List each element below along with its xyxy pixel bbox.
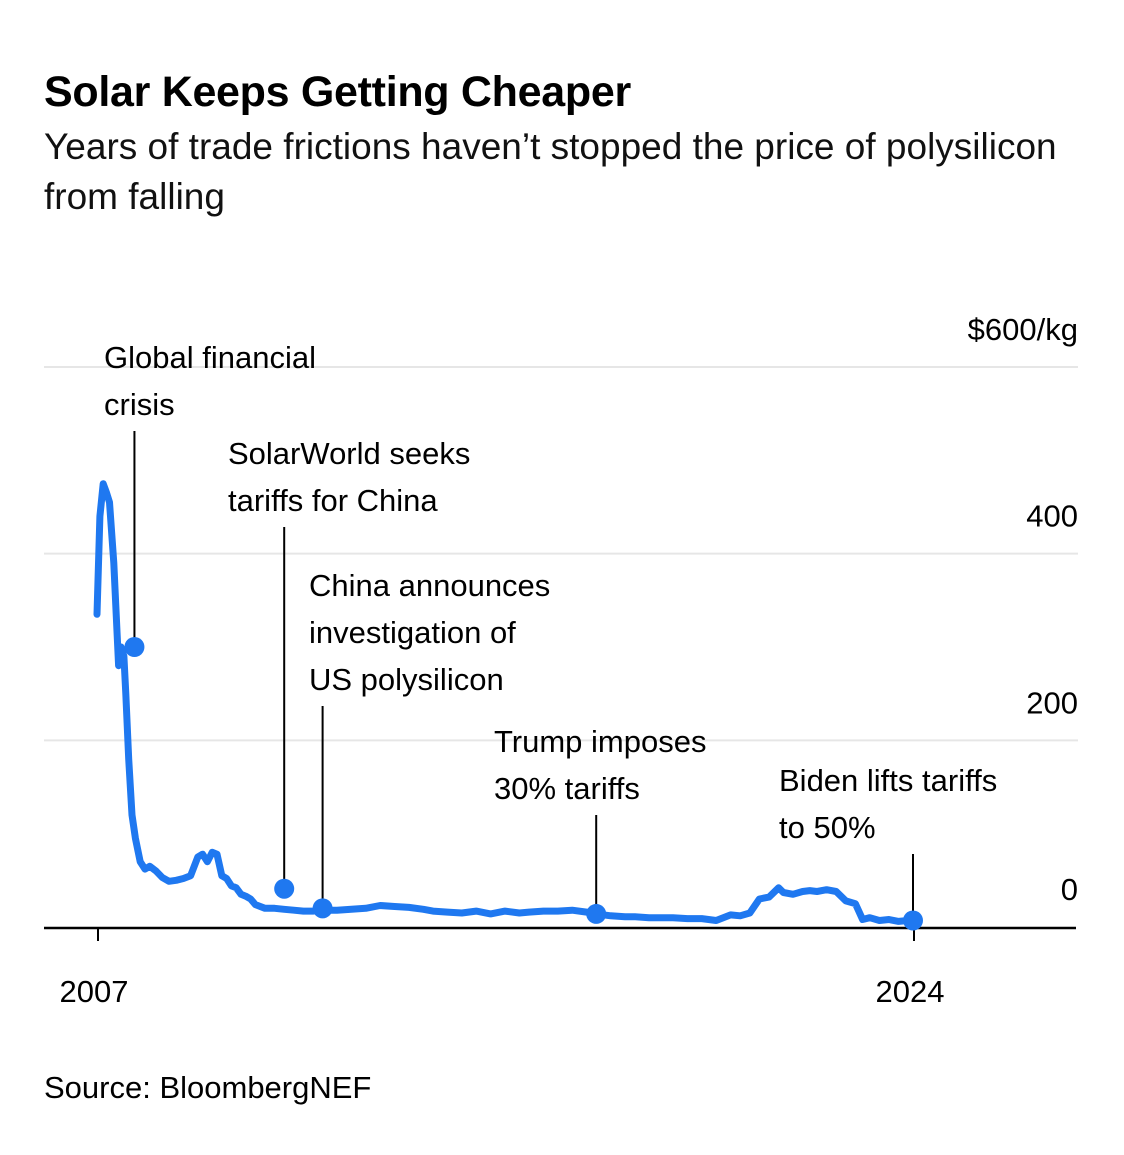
event-markers	[124, 637, 923, 931]
annotation-biden-lifts-tariffs: Biden lifts tariffs to 50%	[779, 763, 997, 845]
y-axis-labels: 0 200 400 $600/kg	[968, 312, 1078, 907]
y-tick-label-600: $600/kg	[968, 312, 1078, 347]
series-layer	[93, 480, 917, 925]
y-tick-label-200: 200	[1026, 685, 1078, 720]
annotation-solarworld-seeks: SolarWorld seeks tariffs for China	[228, 436, 470, 518]
annotation-global-financial: Global financial crisis	[104, 340, 316, 422]
annotation-line: crisis	[104, 387, 175, 422]
chart-title: Solar Keeps Getting Cheaper	[44, 68, 631, 116]
x-axis	[44, 926, 1076, 941]
annotation-leaders	[133, 431, 914, 921]
annotation-labels: Global financial crisis SolarWorld seeks ta…	[104, 340, 997, 845]
marker-biden-lifts-tariffs	[903, 910, 923, 931]
series-line-0	[93, 480, 917, 925]
annotation-line: tariffs for China	[228, 483, 438, 518]
x-tick-label-2024: 2024	[876, 974, 945, 1009]
annotation-line: to 50%	[779, 810, 876, 845]
marker-solarworld-seeks	[274, 878, 295, 899]
source-note: Source: BloombergNEF	[44, 1070, 372, 1105]
annotation-trump-imposes: Trump imposes 30% tariffs	[494, 724, 706, 806]
annotation-line: Biden lifts tariffs	[779, 763, 997, 798]
x-axis-labels: 2007 2024	[60, 974, 945, 1009]
y-tick-label-0: 0	[1061, 872, 1078, 907]
annotation-line: China announces	[309, 568, 550, 603]
annotation-line: Global financial	[104, 340, 316, 375]
x-tick-label-2007: 2007	[60, 974, 129, 1009]
marker-trump-imposes	[586, 903, 607, 924]
annotation-line: investigation of	[309, 615, 516, 650]
annotation-china-announces: China announces investigation of US polysi…	[309, 568, 550, 697]
annotation-line: SolarWorld seeks	[228, 436, 470, 471]
annotation-line: 30% tariffs	[494, 771, 640, 806]
annotation-line: Trump imposes	[494, 724, 706, 759]
y-tick-label-400: 400	[1026, 499, 1078, 534]
chart-subtitle: Years of trade frictions haven’t stopped…	[44, 126, 1057, 217]
gridlines	[44, 366, 1078, 742]
marker-china-announces	[312, 898, 333, 919]
marker-global-financial	[124, 637, 145, 657]
annotation-line: US polysilicon	[309, 662, 504, 697]
